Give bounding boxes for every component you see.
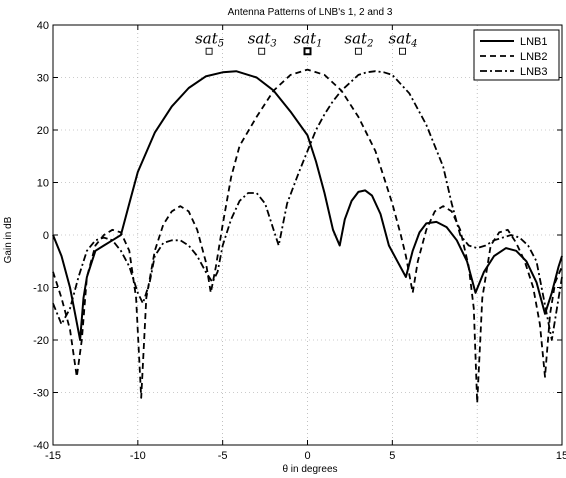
axis-ticks: -15 -10 -5 0 5 15 -40 -30 -20 -10 0 10 20 30 40 — [33, 20, 566, 462]
sat-marker-5 — [205, 47, 213, 55]
x-tick-label: 5 — [389, 450, 395, 462]
satellite-annotations: sat5 sat3 sat1 sat2 sat4 — [195, 29, 418, 56]
series-line-lnb2 — [52, 68, 563, 404]
x-tick-label: -10 — [130, 450, 146, 462]
y-tick-label: 10 — [37, 178, 49, 190]
y-tick-label: -40 — [33, 440, 49, 452]
x-tick-label: -5 — [218, 450, 228, 462]
legend: LNB1 LNB2 LNB3 — [473, 29, 560, 81]
sat-marker-3 — [258, 47, 266, 55]
x-tick-label: -15 — [45, 450, 61, 462]
y-tick-label: -20 — [33, 335, 49, 347]
sat-label-2: sat2 — [344, 29, 373, 49]
chart-title: Antenna Patterns of LNB's 1, 2 and 3 — [228, 7, 393, 18]
y-tick-label: -10 — [33, 283, 49, 295]
y-tick-label: -30 — [33, 388, 49, 400]
sat-label-1: sat1 — [294, 29, 323, 49]
x-tick-label: 0 — [304, 450, 310, 462]
y-tick-label: 40 — [37, 20, 49, 32]
y-tick-label: 20 — [37, 125, 49, 137]
sat-marker-4 — [399, 47, 406, 55]
legend-box — [473, 29, 560, 81]
legend-label-lnb3: LNB3 — [520, 66, 548, 78]
series-line-lnb3 — [52, 70, 563, 341]
y-axis-label: Gain in dB — [3, 216, 14, 263]
y-tick-label: 0 — [43, 230, 49, 242]
series-group — [52, 68, 563, 404]
sat-label-3: sat3 — [248, 29, 277, 49]
x-axis-label: θ in degrees — [282, 464, 337, 475]
sat-label-5: sat5 — [195, 29, 224, 49]
y-tick-label: 30 — [37, 73, 49, 85]
series-line-lnb1 — [52, 70, 563, 341]
sat-marker-2 — [354, 47, 362, 55]
legend-label-lnb1: LNB1 — [520, 36, 548, 48]
sat-label-4: sat4 — [389, 29, 418, 49]
legend-label-lnb2: LNB2 — [520, 51, 548, 63]
x-tick-label: 15 — [556, 450, 566, 462]
sat-marker-1 — [303, 47, 312, 56]
